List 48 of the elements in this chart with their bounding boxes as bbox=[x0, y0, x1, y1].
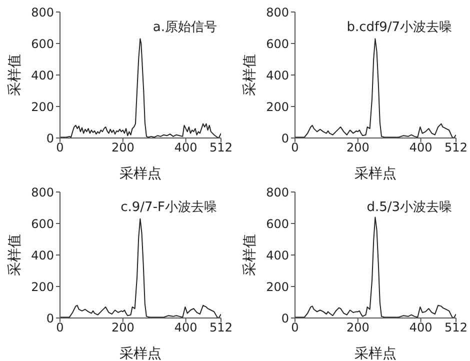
x-tick-label: 400 bbox=[174, 140, 198, 155]
y-axis-title: 采样值 bbox=[242, 54, 258, 96]
y-tick-label: 0 bbox=[281, 131, 289, 146]
x-tick-label: 512 bbox=[210, 140, 232, 155]
annotation: d.5/3小波去噪 bbox=[366, 199, 452, 216]
y-tick-label: 600 bbox=[266, 36, 289, 51]
x-tick-label: 400 bbox=[409, 140, 432, 155]
y-tick-label: 400 bbox=[31, 68, 54, 82]
y-tick-label: 400 bbox=[266, 248, 289, 262]
annotation: b.cdf9/7小波去噪 bbox=[346, 19, 452, 36]
x-tick-label: 0 bbox=[56, 320, 64, 335]
y-axis-title: 采样值 bbox=[6, 54, 23, 96]
y-tick-label: 400 bbox=[266, 68, 289, 82]
y-axis-title: 采样值 bbox=[6, 234, 23, 276]
x-tick-label: 200 bbox=[111, 320, 134, 335]
x-axis-title: 采样点 bbox=[120, 346, 162, 361]
y-axis-title: 采样值 bbox=[242, 234, 258, 276]
y-tick-label: 200 bbox=[31, 280, 54, 294]
x-tick-label: 0 bbox=[56, 140, 64, 155]
y-tick-label: 800 bbox=[31, 185, 54, 200]
x-tick-label: 0 bbox=[291, 320, 299, 335]
x-axis-title: 采样点 bbox=[120, 166, 162, 182]
y-tick-label: 0 bbox=[46, 131, 54, 146]
y-tick-label: 600 bbox=[266, 216, 289, 231]
x-tick-label: 512 bbox=[210, 320, 232, 335]
y-tick-label: 600 bbox=[31, 216, 54, 231]
y-tick-label: 800 bbox=[31, 5, 54, 20]
x-tick-label: 512 bbox=[444, 140, 468, 155]
x-axis-title: 采样点 bbox=[354, 166, 396, 182]
x-tick-label: 200 bbox=[346, 140, 370, 155]
x-tick-label: 200 bbox=[346, 320, 370, 335]
y-tick-label: 0 bbox=[281, 311, 289, 326]
y-tick-label: 0 bbox=[46, 311, 54, 326]
y-tick-label: 800 bbox=[266, 185, 289, 200]
y-tick-label: 200 bbox=[266, 100, 289, 114]
y-tick-label: 400 bbox=[31, 248, 54, 262]
x-tick-label: 200 bbox=[111, 140, 134, 155]
y-tick-label: 800 bbox=[266, 5, 289, 20]
x-tick-label: 0 bbox=[291, 140, 299, 155]
y-tick-label: 600 bbox=[31, 36, 54, 51]
y-tick-label: 200 bbox=[31, 100, 54, 114]
x-tick-label: 400 bbox=[409, 320, 432, 335]
x-axis-title: 采样点 bbox=[354, 346, 396, 361]
x-tick-label: 512 bbox=[444, 320, 468, 335]
y-tick-label: 200 bbox=[266, 280, 289, 294]
annotation: a.原始信号 bbox=[152, 19, 217, 36]
x-tick-label: 400 bbox=[174, 320, 198, 335]
annotation: c.9/7-F小波去噪 bbox=[120, 199, 217, 216]
